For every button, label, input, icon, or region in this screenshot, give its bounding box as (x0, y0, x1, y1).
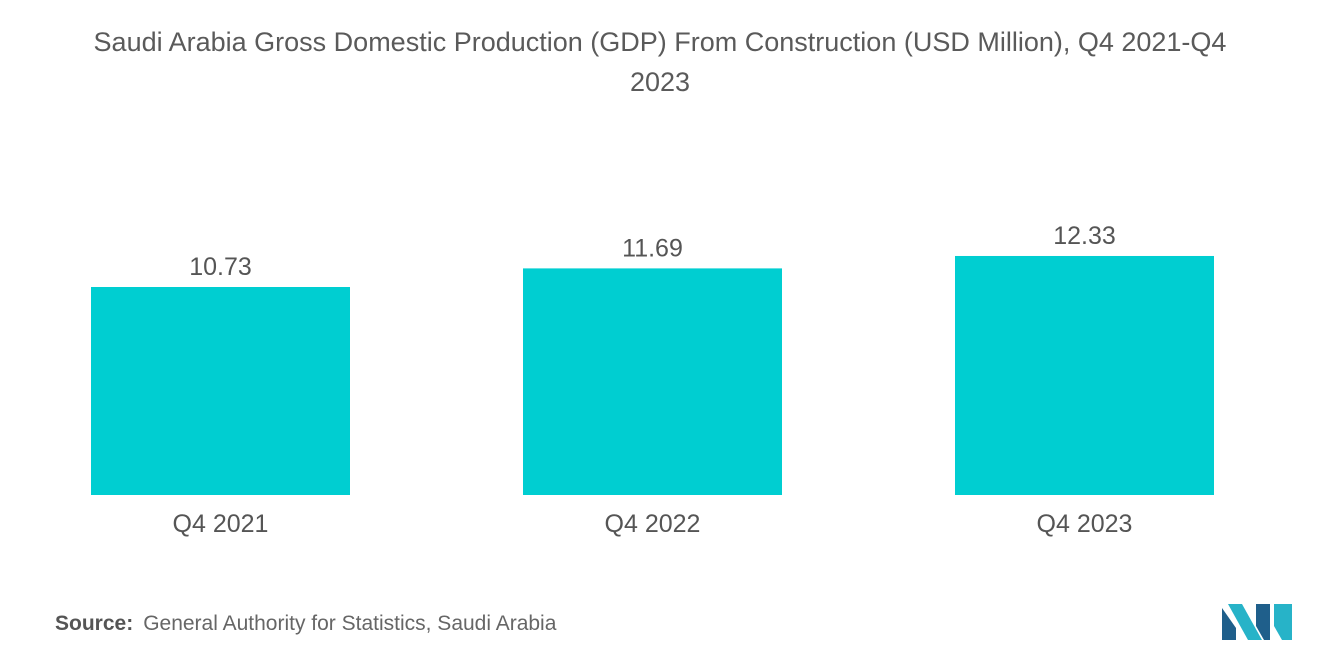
source-label: Source: (55, 612, 134, 635)
logo-left-shape (1222, 608, 1236, 640)
value-label: 12.33 (1053, 222, 1116, 250)
bar-q4-2022 (523, 268, 782, 495)
logo-right-shape-a (1256, 604, 1270, 640)
logo-mid-shape (1228, 604, 1262, 640)
category-label: Q4 2021 (173, 510, 269, 538)
chart-title: Saudi Arabia Gross Domestic Production (… (93, 27, 1227, 97)
bar-chart: 10.73 11.69 12.33 Q4 2021 Q4 2022 Q4 2023 (91, 222, 1214, 538)
bars-layer (91, 255, 1214, 495)
category-label: Q4 2022 (605, 510, 701, 538)
bar-q4-2021 (91, 287, 350, 495)
source-note: Source: General Authority for Statistics,… (55, 612, 556, 636)
value-labels-layer: 10.73 11.69 12.33 (189, 222, 1116, 281)
value-label: 11.69 (622, 234, 683, 262)
source-text: General Authority for Statistics, Saudi … (143, 612, 557, 635)
value-label: 10.73 (189, 253, 252, 281)
bar-q4-2023 (955, 255, 1214, 495)
category-label: Q4 2023 (1037, 510, 1133, 538)
category-labels-layer: Q4 2021 Q4 2022 Q4 2023 (173, 510, 1133, 538)
logo-right-shape-b (1274, 604, 1292, 640)
mordor-intelligence-logo-icon (1222, 604, 1292, 640)
